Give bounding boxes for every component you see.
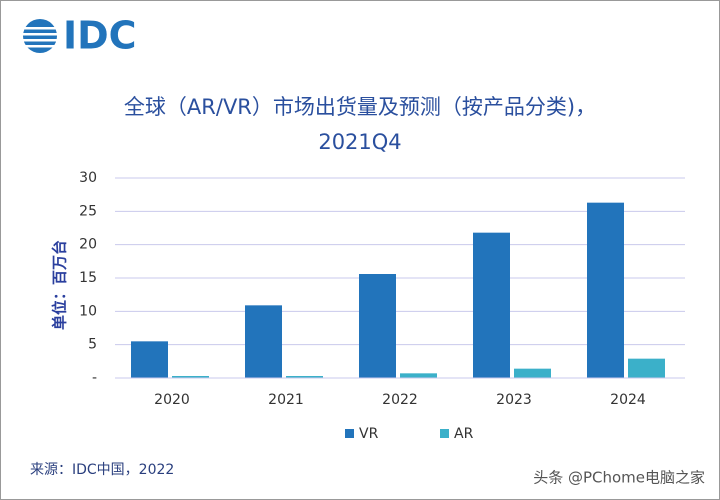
y-tick-label: 20 xyxy=(79,237,97,253)
watermark: 头条 @PChome电脑之家 xyxy=(533,469,705,487)
bar xyxy=(131,341,168,378)
x-tick-label: 2020 xyxy=(154,392,190,408)
x-tick-label: 2023 xyxy=(496,392,532,408)
legend-swatch xyxy=(345,429,354,438)
bar xyxy=(587,202,624,378)
x-tick-label: 2022 xyxy=(382,392,418,408)
bar xyxy=(473,232,510,378)
legend-label: AR xyxy=(454,426,474,442)
bar xyxy=(628,358,665,378)
y-tick-label: 10 xyxy=(79,303,97,319)
source: 来源：IDC中国，2022 xyxy=(30,462,174,478)
bar xyxy=(245,305,282,378)
bar xyxy=(286,376,323,378)
y-tick-label: 5 xyxy=(88,337,97,353)
bar xyxy=(359,274,396,378)
bar xyxy=(400,373,437,378)
bar xyxy=(514,368,551,378)
y-tick-label: - xyxy=(92,370,97,386)
y-tick-label: 30 xyxy=(79,170,97,186)
legend-swatch xyxy=(440,429,449,438)
bar xyxy=(172,376,209,378)
chart-title: 2021Q4 xyxy=(318,130,401,154)
legend-label: VR xyxy=(359,426,379,442)
chart-title: 全球（AR/VR）市场出货量及预测（按产品分类)， xyxy=(124,95,596,119)
y-tick-label: 15 xyxy=(79,270,97,286)
logo-icon xyxy=(22,19,58,53)
y-tick-label: 25 xyxy=(79,203,97,219)
x-tick-label: 2024 xyxy=(610,392,646,408)
logo-text: IDC xyxy=(63,14,137,58)
x-tick-label: 2021 xyxy=(268,392,304,408)
y-axis-label: 单位：百万台 xyxy=(51,240,69,330)
